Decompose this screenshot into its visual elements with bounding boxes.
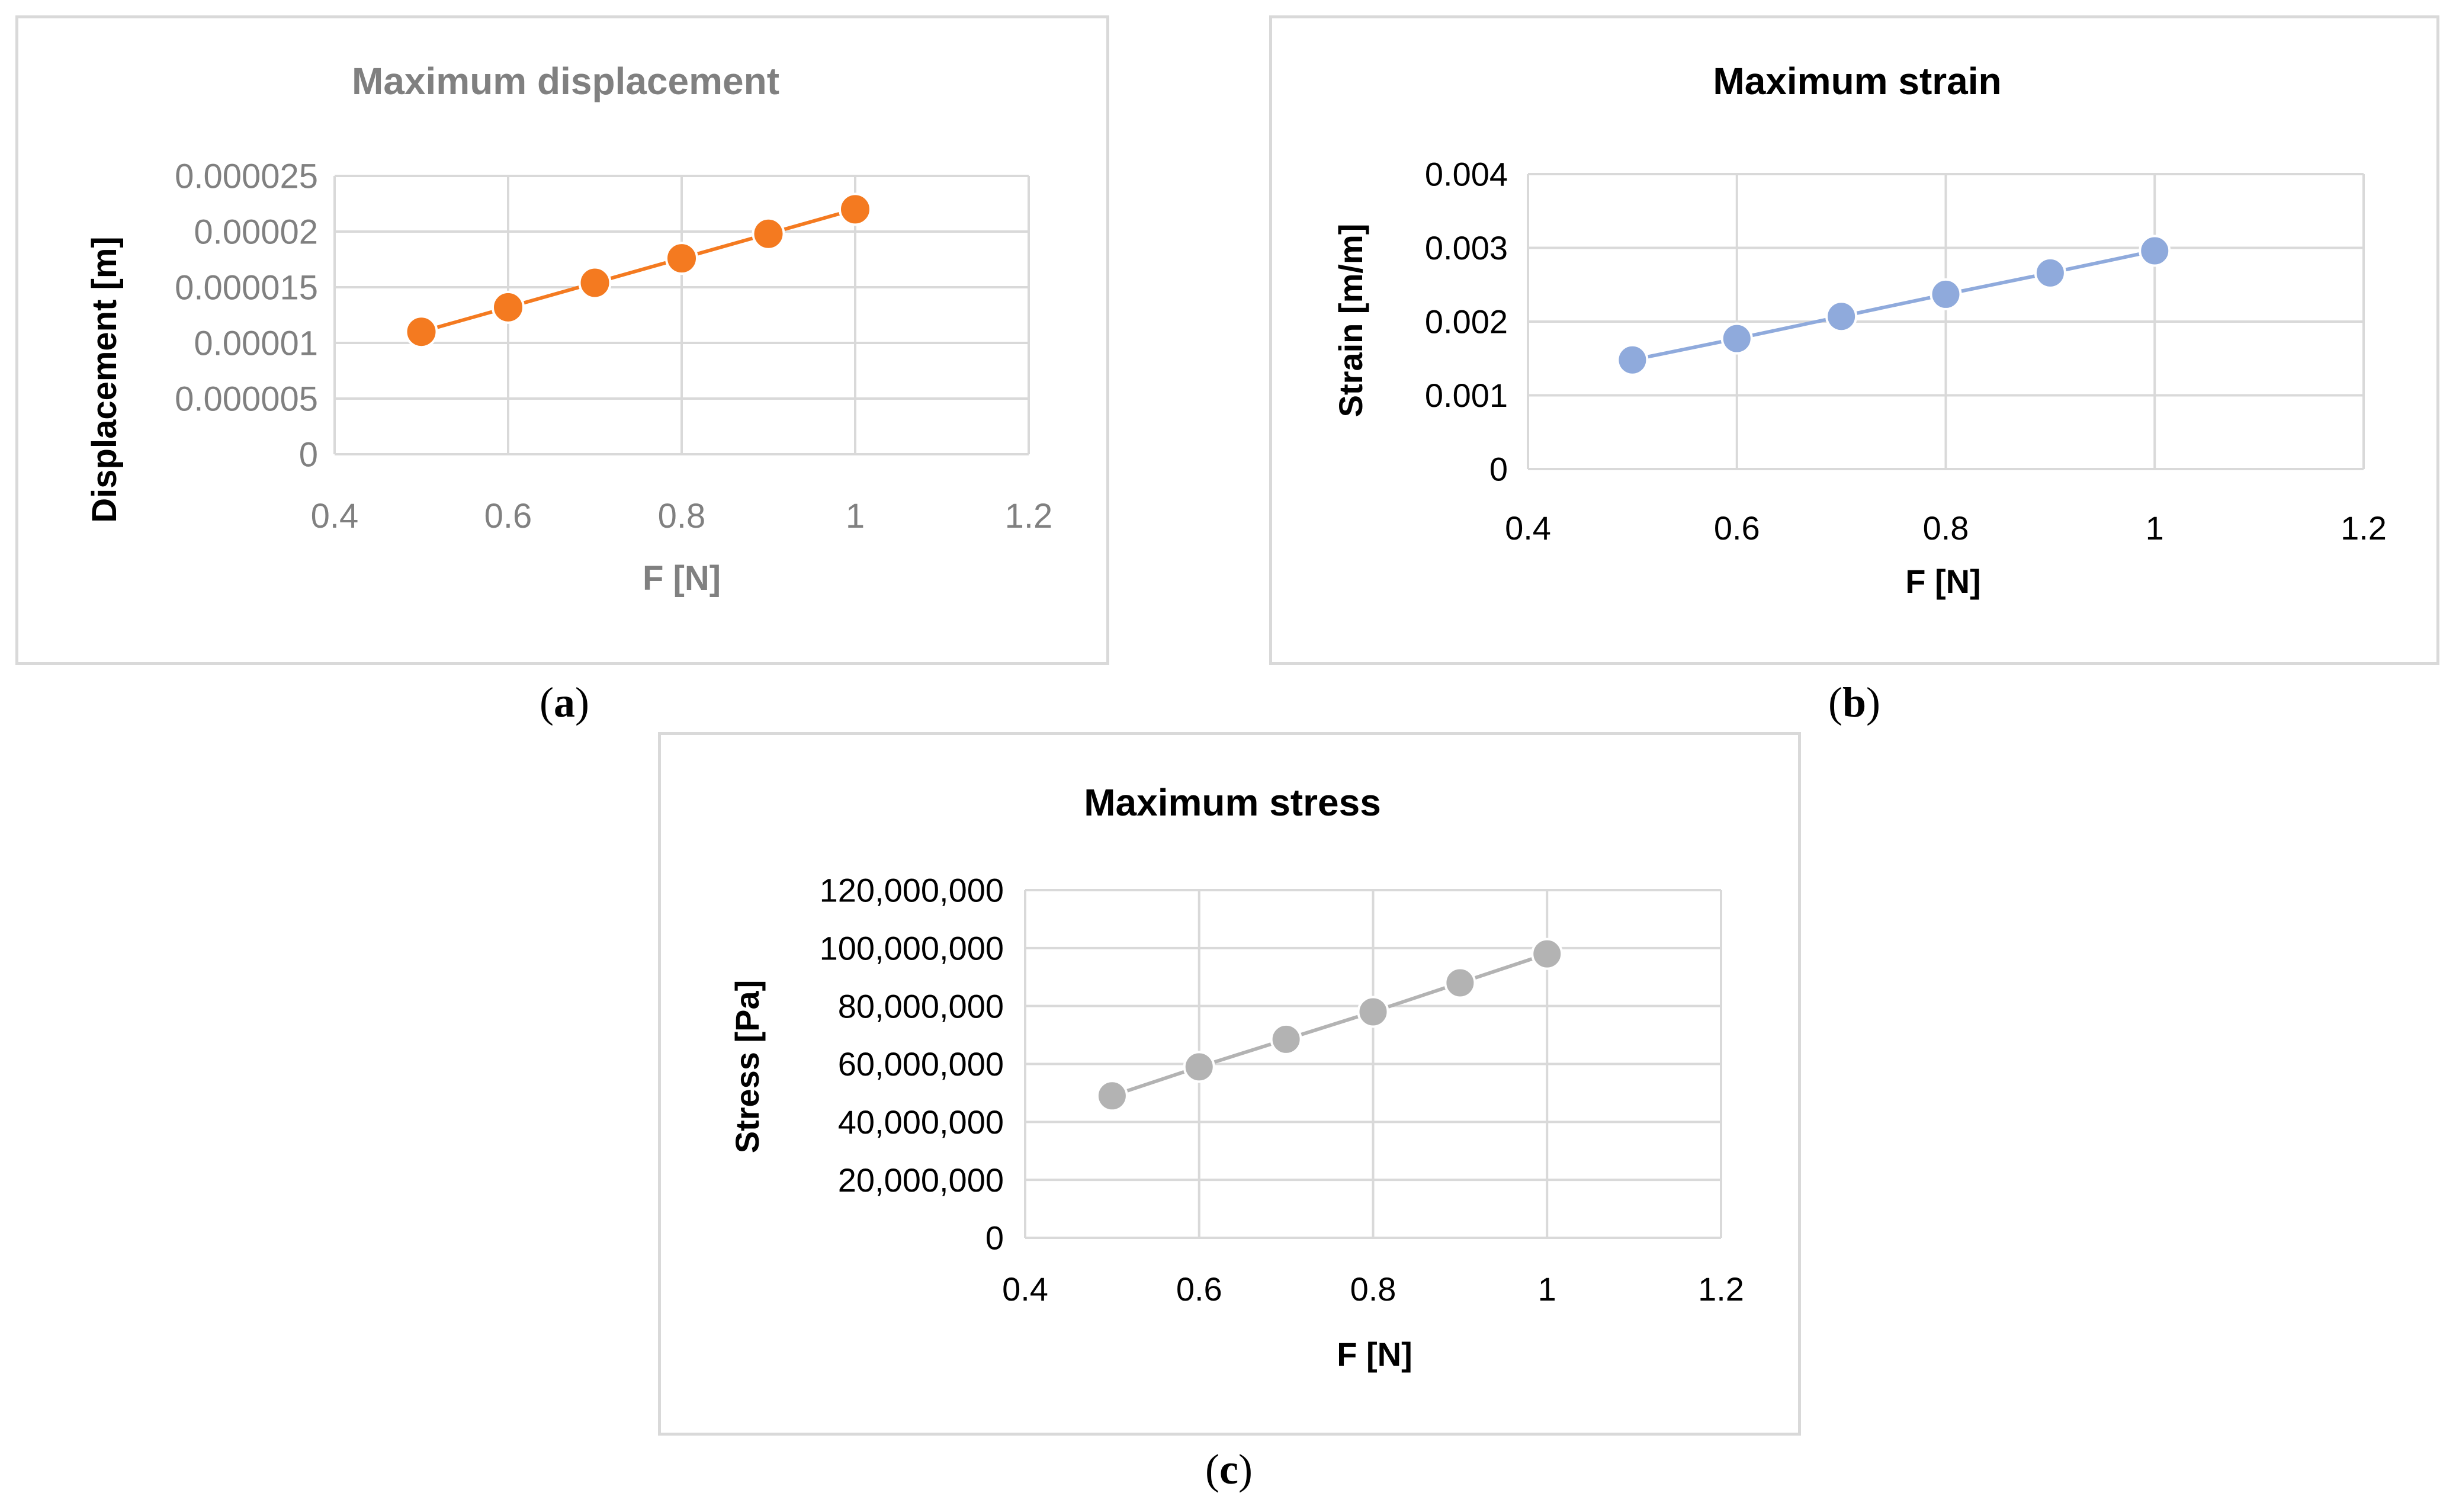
y-tick-label: 0.004 — [1425, 156, 1508, 193]
chart-panel-b: Maximum strain 0 0.001 0.002 0.003 0.004 0.4 0… — [1269, 15, 2439, 665]
y-axis-label-a: Displacement [m] — [85, 236, 124, 522]
y-tick-label: 0.00001 — [194, 324, 318, 362]
x-axis-label-b: F [N] — [1905, 563, 1981, 600]
data-point[interactable] — [1720, 322, 1753, 355]
series-line — [1111, 952, 1548, 1098]
y-tick-label: 0 — [299, 435, 318, 474]
x-tick-label: 1 — [2146, 509, 2164, 547]
data-point[interactable] — [839, 192, 872, 226]
y-tick-label: 100,000,000 — [820, 929, 1004, 967]
caption-letter-c: c — [1219, 1446, 1238, 1493]
x-tick-label: 1.2 — [1005, 497, 1053, 535]
x-axis-label-a: F [N] — [643, 559, 721, 598]
data-point[interactable] — [1930, 278, 1962, 310]
y-tick-label: 0.000005 — [175, 380, 318, 418]
y-tick-label: 0.000025 — [175, 157, 318, 195]
data-point[interactable] — [1096, 1080, 1128, 1112]
x-tick-label: 0.6 — [1176, 1270, 1222, 1308]
x-tick-label: 0.4 — [311, 497, 359, 535]
x-axis-label-c: F [N] — [1337, 1336, 1412, 1373]
chart-title-c: Maximum stress — [1084, 781, 1381, 824]
x-tick-label: 0.8 — [1923, 509, 1969, 547]
caption-letter-b: b — [1842, 679, 1867, 726]
x-tick-label: 0.6 — [1714, 509, 1760, 547]
y-axis-label-c: Stress [Pa] — [728, 980, 766, 1154]
y-tick-label: 0.002 — [1425, 303, 1508, 341]
x-tick-label: 0.8 — [1350, 1270, 1396, 1308]
chart-svg-c: Maximum stress 0 20,000,000 40,000,000 60,0… — [728, 781, 1744, 1373]
caption-a: (a) — [540, 679, 589, 726]
y-tick-label: 0.00002 — [194, 213, 318, 251]
x-tick-label: 1 — [1538, 1270, 1556, 1308]
plot-area-a: 0 0.000005 0.00001 0.000015 0.00002 0.000025 0… — [175, 157, 1052, 535]
y-axis-label-b: Strain [m/m] — [1332, 224, 1369, 418]
chart-panel-a: Maximum displacement 0 0.000005 0.00001 0.0… — [15, 15, 1109, 665]
y-tick-label: 0.000015 — [175, 268, 318, 307]
data-point[interactable] — [2139, 235, 2171, 267]
data-point[interactable] — [1616, 344, 1649, 376]
caption-c: (c) — [1205, 1446, 1253, 1493]
caption-letter-a: a — [554, 679, 575, 726]
data-point[interactable] — [752, 217, 785, 251]
caption-b: (b) — [1828, 679, 1880, 726]
y-tick-label: 0 — [985, 1219, 1004, 1257]
y-tick-label: 0.003 — [1425, 229, 1508, 267]
data-point[interactable] — [1183, 1051, 1215, 1083]
chart-title-a: Maximum displacement — [352, 60, 779, 102]
series-line — [1632, 249, 2155, 362]
y-tick-label: 20,000,000 — [838, 1161, 1004, 1199]
chart-svg-a: Maximum displacement 0 0.000005 0.00001 0.0… — [85, 60, 1052, 598]
x-tick-label: 0.6 — [484, 497, 532, 535]
y-tick-label: 80,000,000 — [838, 987, 1004, 1025]
data-point[interactable] — [665, 242, 698, 275]
plot-area-b: 0 0.001 0.002 0.003 0.004 0.4 0.6 0.8 1 1.2 — [1425, 156, 2387, 547]
data-point[interactable] — [1270, 1023, 1302, 1055]
x-tick-label: 1.2 — [1698, 1270, 1744, 1308]
plot-area-c: 0 20,000,000 40,000,000 60,000,000 80,000,00… — [820, 872, 1744, 1308]
data-point[interactable] — [2034, 256, 2066, 289]
data-point[interactable] — [578, 266, 612, 300]
y-tick-label: 40,000,000 — [838, 1103, 1004, 1141]
y-tick-label: 60,000,000 — [838, 1045, 1004, 1083]
x-tick-label: 0.4 — [1505, 509, 1551, 547]
x-tick-label: 0.4 — [1002, 1270, 1048, 1308]
x-tick-label: 0.8 — [658, 497, 706, 535]
x-tick-label: 1.2 — [2341, 509, 2387, 547]
data-point[interactable] — [1531, 938, 1564, 970]
data-point[interactable] — [404, 315, 438, 349]
chart-title-b: Maximum strain — [1713, 60, 2001, 102]
data-point[interactable] — [1357, 996, 1389, 1028]
data-point[interactable] — [492, 290, 525, 324]
series-line — [420, 207, 856, 334]
x-tick-label: 1 — [846, 497, 865, 535]
y-tick-label: 0 — [1489, 451, 1508, 488]
data-point[interactable] — [1444, 967, 1476, 999]
data-point[interactable] — [1825, 300, 1858, 333]
chart-panel-c: Maximum stress 0 20,000,000 40,000,000 60,0… — [658, 732, 1801, 1436]
y-tick-label: 0.001 — [1425, 377, 1508, 414]
y-tick-label: 120,000,000 — [820, 872, 1004, 909]
